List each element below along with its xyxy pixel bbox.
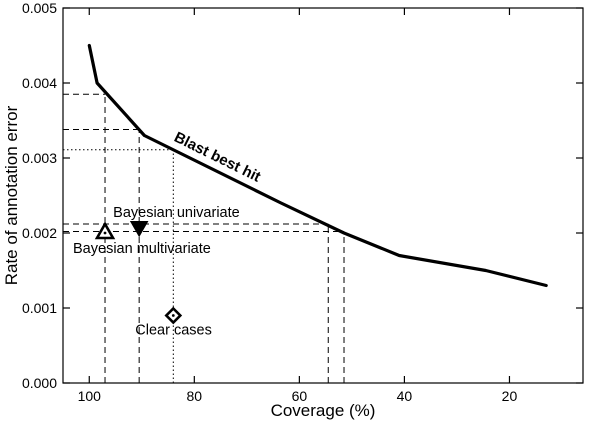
x-tick-label-4: 20 [502, 388, 518, 404]
y-tick-label-3: 0.003 [22, 150, 57, 166]
marker-center-0 [103, 231, 107, 235]
markers [94, 221, 183, 325]
marker-label-0: Bayesian multivariate [73, 241, 211, 257]
y-tick-label-0: 0.000 [22, 375, 57, 391]
x-tick-label-1: 80 [187, 388, 203, 404]
axes: 100 80 60 40 20 0.000 0.001 0.002 0.003 0.004 0.00… [2, 0, 584, 420]
marker-center-2 [171, 314, 175, 317]
y-tick-label-4: 0.004 [22, 75, 57, 91]
series-line-0 [87, 43, 548, 288]
marker-triangle-up [94, 221, 116, 240]
x-tick-label-3: 40 [397, 388, 413, 404]
y-tick-label-5: 0.005 [22, 0, 57, 16]
y-tick-label-1: 0.001 [22, 300, 57, 316]
marker-triangle-down [129, 221, 149, 238]
x-tick-label-0: 100 [78, 388, 102, 404]
y-axis-label: Rate of annotation error [2, 105, 21, 285]
reference-lines [63, 93, 345, 383]
marker-label-2: Clear cases [135, 323, 212, 339]
marker-label-1: Bayesian univariate [113, 205, 240, 221]
x-axis-label: Coverage (%) [271, 401, 376, 420]
plot-frame [62, 7, 584, 384]
x-tick-label-2: 60 [292, 388, 308, 404]
blast-curve [87, 43, 548, 288]
y-tick-label-2: 0.002 [22, 225, 57, 241]
